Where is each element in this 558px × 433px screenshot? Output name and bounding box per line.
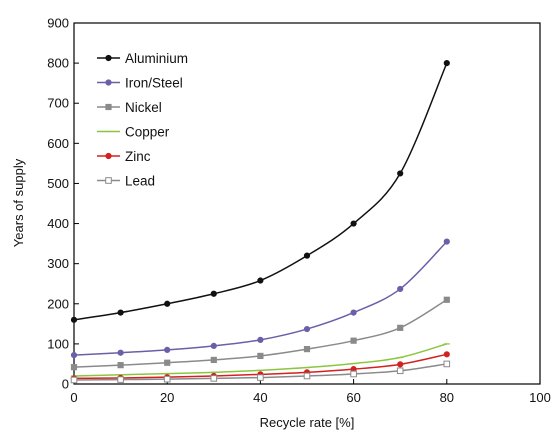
legend-item-nickel: Nickel xyxy=(97,100,162,115)
data-point-lead xyxy=(210,375,218,382)
legend-item-iron-steel: Iron/Steel xyxy=(97,76,183,91)
legend-item-lead: Lead xyxy=(97,174,155,189)
y-tick-label: 200 xyxy=(47,296,69,311)
legend-swatch-marker xyxy=(105,79,112,86)
data-point-lead xyxy=(303,372,311,380)
y-axis-ticks: 0 100 200 300 400 500 600 700 800 900 xyxy=(47,16,79,392)
plot-area xyxy=(73,22,541,385)
y-tick-label: 400 xyxy=(47,216,69,231)
data-point-nickel xyxy=(443,296,450,303)
data-point-aluminium xyxy=(443,60,450,67)
data-point-lead xyxy=(443,360,451,368)
x-tick-label: 80 xyxy=(440,390,454,405)
legend-swatch-marker xyxy=(105,103,112,111)
series-aluminium xyxy=(70,60,450,323)
data-point-iron-steel xyxy=(117,349,124,356)
x-tick-label: 20 xyxy=(160,390,174,405)
x-axis-title: Recycle rate [%] xyxy=(260,415,355,430)
data-point-aluminium xyxy=(210,290,217,297)
data-point-zinc xyxy=(397,361,404,368)
y-tick-label: 100 xyxy=(47,336,69,351)
series-layer xyxy=(70,60,451,384)
x-tick-label: 0 xyxy=(70,390,77,405)
y-tick-label: 300 xyxy=(47,256,69,271)
data-point-aluminium xyxy=(117,309,124,316)
x-tick-label: 40 xyxy=(253,390,267,405)
legend-label: Nickel xyxy=(125,100,162,115)
data-point-nickel xyxy=(164,359,171,366)
legend-swatch-marker xyxy=(105,54,112,62)
data-point-lead xyxy=(396,367,404,375)
data-point-nickel xyxy=(350,337,357,344)
legend-swatch-marker xyxy=(105,152,112,160)
data-point-nickel xyxy=(117,362,124,369)
data-point-aluminium xyxy=(257,277,264,284)
legend: Aluminium Iron/Steel Nickel Copper Zinc Lead xyxy=(97,51,188,189)
series-iron-steel xyxy=(70,238,450,359)
data-point-nickel xyxy=(397,324,404,331)
data-point-lead xyxy=(117,376,124,383)
legend-label: Lead xyxy=(125,174,155,189)
data-point-lead xyxy=(70,376,78,384)
data-point-nickel xyxy=(70,364,78,371)
data-point-zinc xyxy=(443,351,450,358)
data-point-nickel xyxy=(210,356,217,364)
x-tick-label: 60 xyxy=(346,390,360,405)
data-point-iron-steel xyxy=(350,309,357,316)
y-tick-label: 600 xyxy=(47,136,69,151)
data-point-iron-steel xyxy=(164,346,171,354)
data-point-aluminium xyxy=(164,300,171,307)
data-point-aluminium xyxy=(397,170,404,177)
legend-item-copper: Copper xyxy=(97,125,170,140)
data-point-aluminium xyxy=(70,316,78,323)
series-nickel xyxy=(70,296,450,371)
legend-label: Iron/Steel xyxy=(125,76,183,91)
y-axis-title: Years of supply xyxy=(11,158,26,247)
legend-item-zinc: Zinc xyxy=(97,149,151,164)
legend-label: Zinc xyxy=(125,149,151,164)
data-point-iron-steel xyxy=(70,352,78,359)
data-point-iron-steel xyxy=(397,285,404,293)
data-point-nickel xyxy=(303,346,311,353)
data-point-aluminium xyxy=(350,220,357,227)
x-tick-label: 100 xyxy=(529,390,551,405)
data-point-iron-steel xyxy=(257,336,264,343)
data-point-iron-steel xyxy=(303,325,311,333)
series-copper xyxy=(71,343,450,377)
data-point-iron-steel xyxy=(443,238,450,245)
y-tick-label: 700 xyxy=(47,96,69,111)
y-tick-label: 500 xyxy=(47,176,69,191)
x-axis-ticks: 0 20 40 60 80 100 xyxy=(70,379,551,405)
legend-swatch-marker xyxy=(105,177,112,184)
data-point-lead xyxy=(163,375,171,383)
y-tick-label: 0 xyxy=(62,377,69,392)
legend-item-aluminium: Aluminium xyxy=(97,51,188,66)
y-tick-label: 900 xyxy=(47,16,69,31)
legend-label: Aluminium xyxy=(125,51,188,66)
data-point-aluminium xyxy=(303,252,311,259)
series-lead xyxy=(70,360,451,384)
y-tick-label: 800 xyxy=(47,56,69,71)
legend-label: Copper xyxy=(125,125,170,140)
data-point-nickel xyxy=(257,352,264,360)
plot-frame xyxy=(73,22,541,385)
data-point-lead xyxy=(257,374,264,381)
data-point-iron-steel xyxy=(210,342,217,349)
data-point-lead xyxy=(350,370,357,378)
